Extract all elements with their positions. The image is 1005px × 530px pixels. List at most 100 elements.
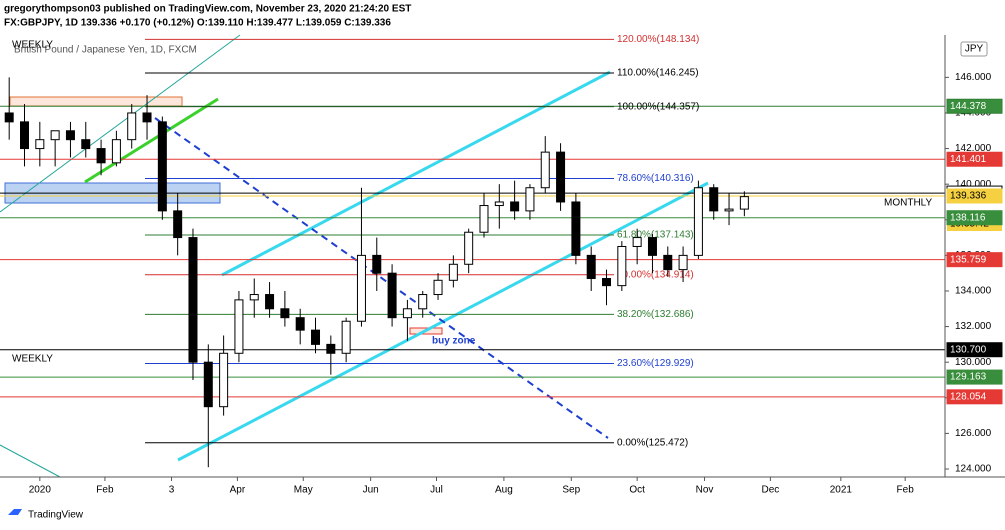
candle-body (448, 263, 458, 281)
x-tick-label: 2021 (830, 485, 853, 496)
y-tick-label: 134.000 (955, 286, 992, 297)
level-badge (946, 389, 1003, 405)
candle-body (571, 201, 581, 256)
fib-label: 38.20%(132.686) (617, 309, 694, 320)
candle-body (739, 196, 749, 210)
candle-body (311, 329, 321, 345)
candle-body (157, 121, 167, 212)
fib-label: 78.60%(140.316) (617, 173, 694, 184)
x-tick-label: Oct (629, 485, 645, 496)
candle-body (35, 139, 45, 150)
candle-body (295, 317, 305, 331)
candle-body (356, 254, 366, 322)
level-label: 129.163 (950, 372, 987, 383)
candle-body (724, 208, 734, 212)
candle-body (586, 254, 596, 280)
y-tick-label: 126.000 (955, 428, 992, 439)
level-label: 128.054 (950, 391, 987, 402)
annotation: MONTHLY (884, 198, 932, 209)
logo (8, 509, 22, 515)
level-badge (946, 342, 1003, 358)
candle-body (464, 231, 474, 265)
candle-body (494, 201, 504, 207)
candle-body (188, 237, 198, 363)
x-tick-label: Aug (495, 485, 513, 496)
candle-body (265, 294, 275, 310)
y-tick-label: 130.000 (955, 357, 992, 368)
candle-body (173, 210, 183, 239)
candle-body (50, 130, 60, 141)
candle-body (433, 279, 443, 296)
annotation: WEEKLY (12, 354, 53, 365)
candle-body (693, 187, 703, 256)
candle-body (709, 187, 719, 212)
x-tick-label: Nov (696, 485, 714, 496)
y-tick-label: 132.000 (955, 321, 992, 332)
candle-body (219, 352, 229, 408)
level-badge (946, 252, 1003, 268)
candle-body (4, 112, 14, 123)
candle-body (647, 237, 657, 256)
level-badge (946, 369, 1003, 385)
candle-body (249, 294, 259, 301)
level-badge (946, 98, 1003, 114)
candle-body (341, 320, 351, 354)
candle-body (372, 254, 382, 274)
candle-body (203, 361, 213, 408)
candle-body (387, 272, 397, 319)
y-tick-label: 140.000 (955, 179, 992, 190)
fib-label: 0.00%(125.472) (617, 437, 688, 448)
candle-body (280, 308, 290, 319)
trend-line (0, 444, 61, 478)
x-tick-label: Apr (230, 485, 246, 496)
candle-body (111, 139, 121, 164)
trend-line (84, 97, 219, 184)
footer: TradingView (28, 510, 84, 521)
candle-body (326, 343, 336, 354)
candle-body (479, 205, 489, 233)
candle-body (617, 245, 627, 287)
x-tick-label: May (294, 485, 313, 496)
candle-body (234, 299, 244, 354)
x-tick-label: Jul (430, 485, 443, 496)
annotation: WEEKLY (12, 40, 53, 51)
candle-body (96, 148, 106, 164)
zone-box (9, 96, 183, 107)
x-tick-label: Sep (562, 485, 580, 496)
fib-label: 61.80%(137.143) (617, 230, 694, 241)
level-label: 144.378 (950, 101, 987, 112)
candle-body (402, 308, 412, 319)
level-label: 135.759 (950, 254, 987, 265)
y-tick-label: 124.000 (955, 464, 992, 475)
candle-body (418, 294, 428, 310)
level-label: 138.116 (950, 212, 986, 223)
fib-label: 100.00%(144.357) (617, 101, 699, 112)
trend-line (0, 34, 241, 213)
annotation: buy zone (432, 336, 476, 347)
y-tick-label: 142.000 (955, 143, 992, 154)
x-tick-label: 3 (169, 485, 175, 496)
fib-label: 110.00%(146.245) (617, 68, 699, 79)
candle-body (663, 254, 673, 271)
candle-body (142, 112, 152, 123)
candle-body (525, 187, 535, 212)
currency-badge (960, 41, 988, 57)
level-badge (946, 210, 1003, 226)
candle-body (127, 112, 137, 141)
symbol-line: FX:GBPJPY, 1D 139.336 +0.170 (+0.12%) O:… (4, 18, 391, 29)
candle-body (20, 121, 30, 150)
candle-body (602, 278, 612, 287)
candle-body (81, 139, 91, 150)
candle-body (556, 151, 566, 203)
x-tick-label: 2020 (29, 485, 52, 496)
plot-area (0, 34, 945, 478)
x-tick-label: Jun (363, 485, 379, 496)
candle-body (632, 237, 642, 247)
candle-body (678, 254, 688, 271)
fib-label: 50.00%(134.914) (617, 269, 694, 280)
watermark: British Pound / Japanese Yen, 1D, FXCM (14, 45, 197, 56)
x-tick-label: Dec (761, 485, 779, 496)
level-badge (946, 151, 1003, 167)
level-badge (946, 188, 1003, 204)
